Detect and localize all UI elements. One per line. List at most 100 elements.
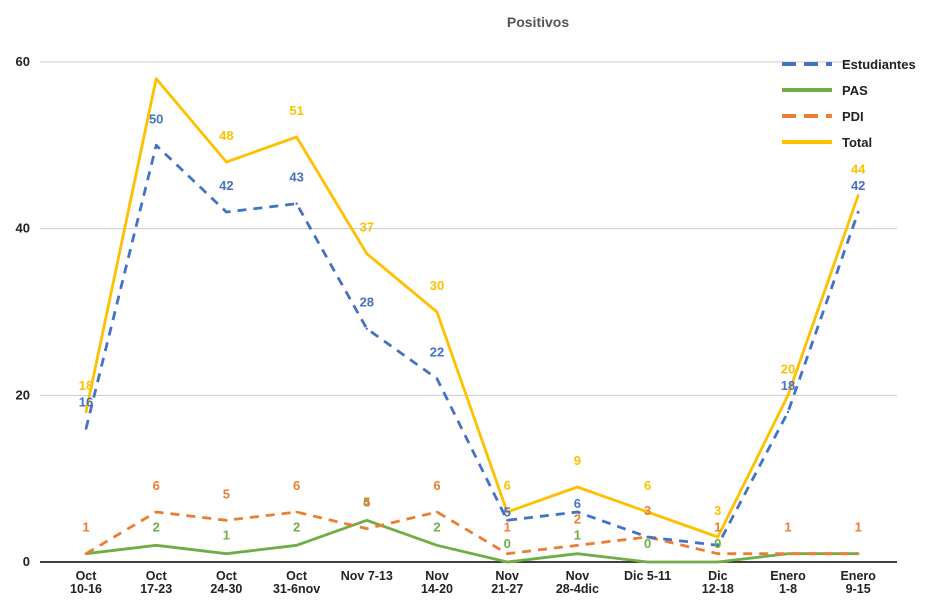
data-label: 6	[293, 478, 300, 493]
data-point	[84, 427, 88, 430]
legend-label: Estudiantes	[842, 57, 916, 72]
x-tick-label: Dic 5-11	[624, 569, 671, 583]
x-tick-line: Oct	[76, 569, 98, 583]
data-point	[506, 560, 509, 564]
data-label: 28	[360, 295, 374, 310]
data-label: 2	[574, 511, 581, 526]
data-point	[786, 410, 790, 414]
data-label: 6	[574, 496, 581, 511]
data-label: 43	[289, 170, 303, 185]
data-label: 1	[714, 520, 721, 535]
data-label: 6	[153, 478, 160, 493]
data-label: 22	[430, 345, 444, 360]
data-label: 0	[504, 536, 511, 551]
x-tick-line: Oct	[146, 569, 168, 583]
data-label: 3	[714, 503, 721, 518]
series-line-total	[84, 77, 860, 539]
data-point	[365, 527, 368, 530]
x-tick-label: Enero 9-15	[840, 569, 876, 596]
data-point	[155, 544, 158, 547]
y-tick-label: 40	[16, 221, 30, 236]
data-point	[857, 194, 860, 197]
series-line-pas	[85, 518, 859, 564]
data-point	[225, 519, 228, 522]
data-point	[646, 510, 649, 514]
x-tick-label: Oct 17-23	[140, 569, 172, 596]
x-tick-line: 21-27	[491, 582, 523, 596]
x-tick-label: Nov 14-20	[421, 569, 453, 596]
data-point	[786, 394, 790, 397]
data-label: 44	[851, 161, 866, 176]
data-label: 5	[504, 504, 511, 519]
data-point	[155, 510, 158, 514]
data-point	[646, 560, 649, 564]
data-label: 1	[784, 520, 791, 535]
data-point	[365, 252, 368, 255]
data-label: 2	[293, 519, 300, 534]
data-point	[716, 535, 719, 539]
data-label: 1	[82, 520, 89, 535]
y-tick-label: 60	[16, 54, 30, 69]
data-point	[576, 552, 579, 555]
x-tick-label: Nov 21-27	[491, 569, 523, 596]
data-point	[295, 202, 298, 205]
x-tick-line: Nov	[566, 569, 590, 583]
data-label: 1	[855, 520, 862, 535]
data-point	[576, 544, 579, 547]
data-label: 5	[223, 486, 230, 501]
data-point	[295, 544, 298, 547]
data-point	[295, 510, 298, 514]
gridlines	[40, 61, 897, 563]
data-label: 6	[433, 478, 440, 493]
data-point	[716, 552, 719, 555]
x-tick-label: Enero 1-8	[770, 569, 806, 596]
x-tick-label: Oct 10-16	[70, 569, 102, 596]
data-label: 18	[79, 378, 93, 393]
data-label: 42	[851, 178, 865, 193]
data-point	[506, 510, 509, 514]
data-label: 1	[574, 528, 581, 543]
data-point	[786, 552, 790, 555]
data-point	[295, 135, 298, 139]
x-tick-label: Dic 12-18	[702, 569, 734, 596]
data-label: 4	[363, 495, 371, 510]
data-point	[716, 544, 719, 547]
data-label: 50	[149, 111, 163, 126]
x-tick-line: 10-16	[70, 582, 102, 596]
data-label: 2	[153, 519, 160, 534]
legend-label: Total	[842, 135, 872, 150]
x-tick-label: Oct 31-6nov	[273, 569, 320, 596]
data-point	[365, 327, 368, 330]
series-lines	[84, 77, 860, 564]
data-label: 0	[714, 536, 721, 551]
data-point	[84, 410, 88, 414]
data-point	[435, 310, 439, 314]
x-tick-label: Nov 28-4dic	[556, 569, 599, 596]
data-label: 48	[219, 128, 233, 143]
x-tick-line: 9-15	[846, 582, 871, 596]
data-label: 51	[289, 103, 303, 118]
x-tick-line: 31-6nov	[273, 582, 320, 596]
data-label: 6	[644, 478, 651, 493]
data-point	[365, 519, 368, 522]
x-tick-line: Enero	[770, 569, 806, 583]
legend-label: PAS	[842, 83, 868, 98]
data-point	[435, 510, 439, 514]
y-axis-ticks: 0 20 40 60	[16, 54, 30, 569]
y-tick-label: 0	[23, 554, 30, 569]
data-point	[84, 552, 88, 555]
data-point	[435, 377, 439, 380]
data-label: 2	[433, 519, 440, 534]
data-point	[155, 144, 158, 147]
data-point	[225, 160, 228, 164]
data-point	[155, 77, 158, 80]
data-point	[506, 519, 509, 522]
x-tick-line: 24-30	[210, 582, 242, 596]
data-label: 6	[504, 478, 511, 493]
data-label: 1	[504, 520, 511, 535]
data-label: 9	[574, 453, 581, 468]
data-point	[857, 210, 860, 214]
data-label: 42	[219, 178, 233, 193]
x-tick-label: Oct 24-30	[210, 569, 242, 596]
